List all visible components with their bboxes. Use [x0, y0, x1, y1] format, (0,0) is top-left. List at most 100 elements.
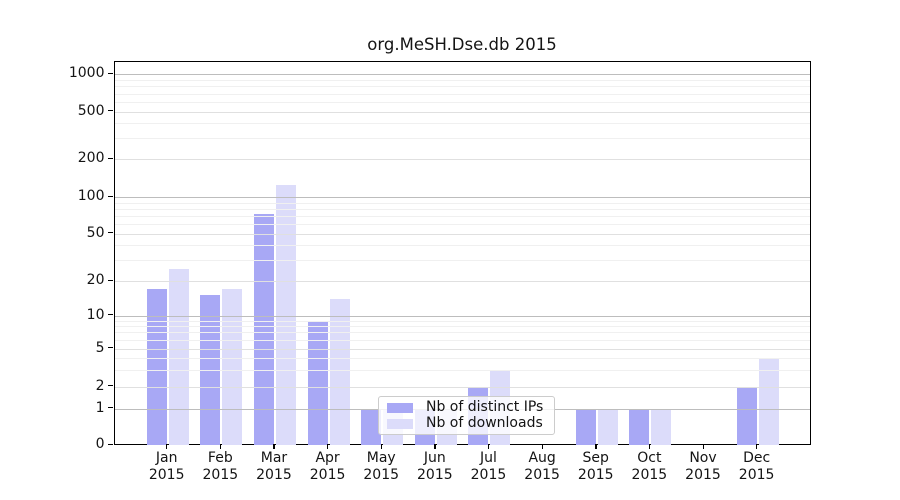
- x-tick-mark-aug: [541, 444, 543, 449]
- gridline-60: [114, 223, 810, 225]
- bar-nb-of-distinct-ips-apr: [307, 320, 328, 445]
- y-tick-mark-5: [108, 347, 113, 349]
- bar-nb-of-distinct-ips-sep: [575, 408, 596, 445]
- legend-entry-downloads: Nb of downloads: [387, 416, 546, 431]
- x-tick-label-aug: Aug 2015: [512, 450, 572, 483]
- legend-entry-distinct-ips: Nb of distinct IPs: [387, 400, 546, 415]
- x-tick-mark-mar: [273, 444, 275, 449]
- x-tick-year-jul: 2015: [470, 466, 507, 483]
- y-tick-label-1000: 1000: [68, 65, 105, 82]
- gridline-1000: [114, 74, 810, 76]
- x-tick-mark-oct: [648, 444, 651, 449]
- gridlines: [114, 62, 810, 444]
- x-tick-mark-sep: [595, 444, 597, 449]
- y-tick-label-50: 50: [86, 224, 105, 241]
- gridline-5: [114, 348, 810, 350]
- x-tick-year-dec: 2015: [738, 466, 775, 483]
- y-tick-label-5: 5: [95, 339, 105, 356]
- gridline-900: [114, 79, 810, 81]
- x-tick-month-jan: Jan: [155, 450, 178, 466]
- legend-label-downloads: Nb of downloads: [426, 415, 543, 431]
- x-tick-mark-may: [380, 444, 383, 449]
- gridline-30: [114, 259, 810, 261]
- y-tick-label-20: 20: [86, 272, 105, 288]
- x-tick-label-oct: Oct 2015: [619, 450, 679, 483]
- gridline-500: [114, 111, 810, 113]
- gridline-200: [114, 159, 810, 161]
- x-tick-month-apr: Apr: [315, 450, 340, 466]
- x-tick-mark-feb: [219, 444, 222, 449]
- chart-title: org.MeSH.Dse.db 2015: [367, 35, 557, 54]
- gridline-90: [114, 202, 810, 204]
- y-tick-label-2: 2: [95, 377, 105, 394]
- x-tick-month-aug: Aug: [528, 450, 556, 466]
- bar-nb-of-downloads-feb: [222, 289, 243, 445]
- x-tick-mark-jun: [434, 444, 436, 449]
- bar-nb-of-distinct-ips-dec: [736, 386, 757, 445]
- x-tick-month-mar: Mar: [260, 450, 288, 466]
- x-tick-year-sep: 2015: [577, 466, 614, 483]
- x-tick-year-may: 2015: [363, 466, 400, 483]
- x-tick-year-oct: 2015: [631, 466, 668, 483]
- x-tick-mark-jan: [166, 444, 168, 449]
- x-tick-month-sep: Sep: [582, 450, 609, 466]
- bar-nb-of-distinct-ips-may: [361, 408, 382, 445]
- y-tick-mark-50: [108, 232, 113, 234]
- x-tick-mark-jul: [487, 444, 490, 449]
- y-tick-mark-2: [108, 385, 113, 387]
- gridline-10: [114, 315, 810, 317]
- x-tick-mark-apr: [327, 444, 329, 449]
- x-tick-month-may: May: [366, 450, 396, 466]
- gridline-6: [114, 339, 810, 341]
- x-tick-label-sep: Sep 2015: [566, 450, 626, 483]
- legend: Nb of distinct IPs Nb of downloads: [378, 396, 555, 435]
- gridline-50: [114, 233, 810, 235]
- bar-nb-of-downloads-apr: [329, 298, 350, 445]
- bar-nb-of-downloads-mar: [275, 185, 296, 445]
- y-tick-mark-500: [108, 110, 113, 112]
- x-tick-label-mar: Mar 2015: [244, 450, 304, 483]
- gridline-40: [114, 245, 810, 247]
- legend-label-distinct-ips: Nb of distinct IPs: [426, 399, 544, 415]
- x-tick-label-dec: Dec 2015: [727, 450, 787, 483]
- y-tick-mark-0: [108, 443, 113, 445]
- x-tick-year-jun: 2015: [417, 466, 453, 483]
- gridline-70: [114, 215, 810, 217]
- y-tick-label-100: 100: [77, 188, 105, 205]
- y-tick-mark-1000: [108, 72, 113, 75]
- x-tick-year-aug: 2015: [524, 466, 560, 483]
- gridline-2: [114, 386, 810, 388]
- gridline-4: [114, 357, 810, 359]
- y-tick-label-500: 500: [77, 102, 105, 119]
- y-tick-mark-100: [108, 195, 113, 198]
- x-tick-label-jan: Jan 2015: [137, 450, 197, 483]
- x-tick-year-feb: 2015: [202, 466, 239, 483]
- x-tick-year-mar: 2015: [256, 466, 292, 483]
- y-tick-mark-200: [108, 157, 113, 160]
- x-tick-label-apr: Apr 2015: [298, 450, 358, 483]
- x-tick-label-feb: Feb 2015: [190, 450, 250, 483]
- bar-nb-of-downloads-jan: [168, 269, 189, 445]
- gridline-100: [114, 197, 810, 199]
- x-tick-month-dec: Dec: [743, 450, 771, 466]
- legend-swatch-distinct-ips: [387, 402, 413, 413]
- x-tick-label-may: May 2015: [351, 450, 411, 483]
- x-tick-month-jul: Jul: [480, 450, 497, 466]
- gridline-600: [114, 101, 810, 103]
- legend-swatch-downloads: [387, 418, 413, 429]
- y-tick-label-0: 0: [95, 436, 105, 452]
- gridline-8: [114, 326, 810, 328]
- x-tick-mark-nov: [702, 444, 704, 449]
- gridline-300: [114, 138, 810, 140]
- y-tick-mark-20: [108, 279, 113, 281]
- x-tick-year-apr: 2015: [309, 466, 346, 483]
- bar-nb-of-distinct-ips-jan: [146, 289, 167, 445]
- bar-nb-of-downloads-dec: [758, 357, 779, 445]
- gridline-20: [114, 281, 810, 282]
- x-tick-mark-dec: [756, 444, 758, 449]
- plot-area: [113, 60, 811, 445]
- gridline-7: [114, 332, 810, 334]
- y-tick-mark-10: [108, 314, 113, 316]
- y-tick-label-1: 1: [95, 399, 105, 416]
